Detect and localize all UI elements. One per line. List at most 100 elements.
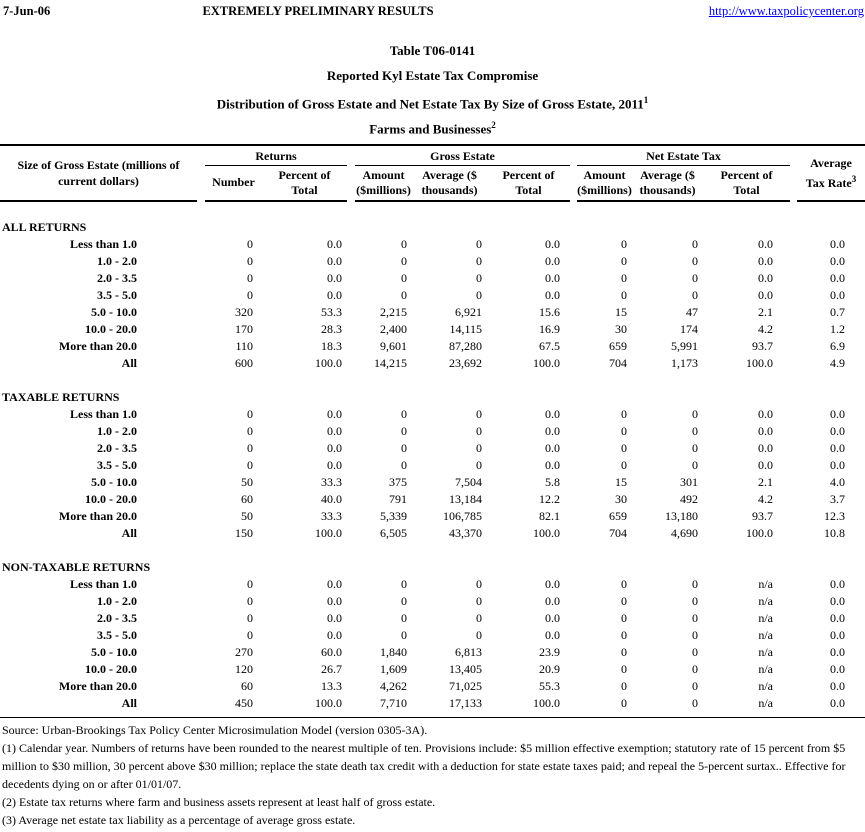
row-label: All xyxy=(121,526,137,540)
cell: 30 xyxy=(615,492,627,506)
cell: 6,921 xyxy=(455,305,482,319)
cell: 0 xyxy=(692,679,698,693)
column-gap xyxy=(790,661,797,678)
column-gap xyxy=(790,644,797,661)
cell: 2.1 xyxy=(758,475,773,489)
cell: 0 xyxy=(476,594,482,608)
cell: 0.0 xyxy=(545,611,560,625)
cell: 0.0 xyxy=(830,441,845,455)
column-gap xyxy=(570,338,577,355)
cell: 0 xyxy=(476,611,482,625)
cell: 0.0 xyxy=(327,594,342,608)
cell: 0.0 xyxy=(830,696,845,710)
cell: 1,840 xyxy=(380,645,407,659)
footnote-ref-3: 3 xyxy=(851,174,857,184)
column-gap xyxy=(570,576,577,593)
table-row: 1.0 - 2.0 0 0.0 0 0 0.0 0 0 0.0 0.0 xyxy=(0,253,865,270)
cell: 0 xyxy=(692,254,698,268)
table-row: 5.0 - 10.0 50 33.3 375 7,504 5.8 15 301 2.1 4.0 xyxy=(0,474,865,491)
table-row: 2.0 - 3.5 0 0.0 0 0 0.0 0 0 0.0 0.0 xyxy=(0,440,865,457)
column-gap xyxy=(790,525,797,542)
cell: 5,991 xyxy=(671,339,698,353)
table-row: More than 20.0 110 18.3 9,601 87,280 67.5 659 5… xyxy=(0,338,865,355)
table-row: Less than 1.0 0 0.0 0 0 0.0 0 0 n/a 0.0 xyxy=(0,576,865,593)
cell: 0 xyxy=(692,662,698,676)
cell: 0 xyxy=(692,696,698,710)
cell: 82.1 xyxy=(539,509,560,523)
cell: 450 xyxy=(235,696,253,710)
document-date: 7-Jun-06 xyxy=(3,4,51,18)
cell: 0 xyxy=(692,288,698,302)
cell: 0 xyxy=(247,407,253,421)
column-gap xyxy=(790,355,797,372)
cell: 0.0 xyxy=(327,407,342,421)
cell: 3.7 xyxy=(830,492,845,506)
column-gap xyxy=(347,253,355,270)
row-label: All xyxy=(121,696,137,710)
cell: 0.0 xyxy=(327,458,342,472)
column-gap xyxy=(347,304,355,321)
section-header-row: NON-TAXABLE RETURNS xyxy=(0,559,865,576)
cell: 4.2 xyxy=(758,492,773,506)
column-gap xyxy=(347,593,355,610)
row-label: Less than 1.0 xyxy=(69,237,137,251)
col-header-returns-number: Number xyxy=(205,165,262,202)
cell: 2,400 xyxy=(380,322,407,336)
column-gap xyxy=(347,678,355,695)
cell: 0 xyxy=(621,679,627,693)
taxpolicycenter-link[interactable]: http://www.taxpolicycenter.org xyxy=(708,4,864,18)
column-gap xyxy=(197,525,205,542)
column-gap xyxy=(197,593,205,610)
cell: 106,785 xyxy=(443,509,482,523)
table-row: 2.0 - 3.5 0 0.0 0 0 0.0 0 0 0.0 0.0 xyxy=(0,270,865,287)
cell: 0.0 xyxy=(758,407,773,421)
cell: 0 xyxy=(247,458,253,472)
estate-tax-table: Size of Gross Estate (millions of curren… xyxy=(0,146,865,712)
column-gap xyxy=(197,338,205,355)
cell: 0 xyxy=(692,407,698,421)
table-top-double-rule xyxy=(0,144,865,146)
cell: 0 xyxy=(476,628,482,642)
row-label: 2.0 - 3.5 xyxy=(97,271,137,285)
column-gap xyxy=(197,236,205,253)
column-gap xyxy=(347,525,355,542)
cell: 0 xyxy=(476,424,482,438)
table-row: Less than 1.0 0 0.0 0 0 0.0 0 0 0.0 0.0 xyxy=(0,236,865,253)
cell: 704 xyxy=(609,526,627,540)
column-gap xyxy=(570,287,577,304)
cell: 0 xyxy=(621,611,627,625)
section-header-row: TAXABLE RETURNS xyxy=(0,389,865,406)
column-gap xyxy=(790,440,797,457)
column-gap xyxy=(347,146,355,201)
column-gap xyxy=(790,491,797,508)
cell: 0 xyxy=(476,237,482,251)
column-gap xyxy=(347,236,355,253)
column-gap xyxy=(570,627,577,644)
column-gap xyxy=(790,576,797,593)
column-gap xyxy=(790,627,797,644)
cell: 0 xyxy=(401,237,407,251)
cell: 791 xyxy=(389,492,407,506)
table-header: Size of Gross Estate (millions of curren… xyxy=(0,146,865,202)
cell: n/a xyxy=(758,577,773,591)
column-gap xyxy=(197,457,205,474)
page-top-bar: 7-Jun-06 EXTREMELY PRELIMINARY RESULTS h… xyxy=(0,0,865,22)
cell: 60.0 xyxy=(321,645,342,659)
table-row: 3.5 - 5.0 0 0.0 0 0 0.0 0 0 n/a 0.0 xyxy=(0,627,865,644)
column-gap xyxy=(197,661,205,678)
table-row: All 600 100.0 14,215 23,692 100.0 704 1,173 100.… xyxy=(0,355,865,372)
cell: 13.3 xyxy=(321,679,342,693)
cell: 0 xyxy=(247,577,253,591)
column-gap xyxy=(347,610,355,627)
cell: 301 xyxy=(680,475,698,489)
row-label: 1.0 - 2.0 xyxy=(97,254,137,268)
cell: 0.0 xyxy=(830,424,845,438)
cell: 0 xyxy=(621,458,627,472)
cell: 0 xyxy=(401,254,407,268)
cell: 0.0 xyxy=(545,407,560,421)
cell: 0 xyxy=(621,628,627,642)
cell: 0.0 xyxy=(327,441,342,455)
cell: 40.0 xyxy=(321,492,342,506)
cell: 0.0 xyxy=(327,271,342,285)
column-gap xyxy=(347,321,355,338)
